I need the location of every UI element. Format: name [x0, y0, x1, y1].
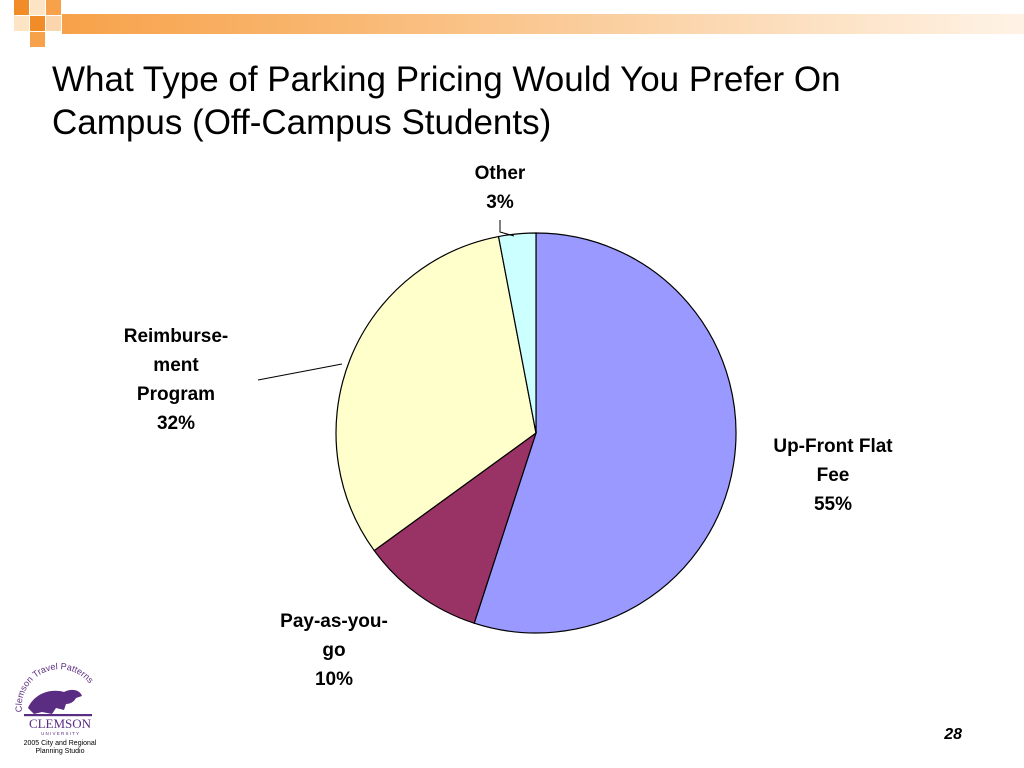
page-number: 28: [944, 726, 962, 743]
logo-sub: U N I V E R S I T Y: [41, 731, 79, 736]
slice-label-line: Up-Front Flat: [773, 436, 893, 457]
slice-label-line: Pay-as-you-: [280, 611, 388, 632]
band-square: [14, 0, 29, 15]
band-gradient: [62, 14, 1024, 34]
slice-percent-label: 3%: [486, 192, 514, 213]
slice-label-line: ment: [153, 355, 199, 376]
leader-line: [257, 363, 343, 381]
slice-label-line: Reimburse-: [124, 326, 229, 347]
pie-slice: [473, 232, 737, 634]
logo-name: CLEMSON: [29, 716, 92, 731]
leader-line: [499, 220, 515, 237]
slice-label: Up-Front Flat Fee 55%: [773, 436, 893, 515]
slice-label: Other 3%: [475, 163, 526, 213]
logo-studio-line-1: 2005 City and Regional: [24, 740, 97, 747]
slice-percent-label: 10%: [315, 669, 353, 690]
band-square: [30, 0, 45, 15]
clemson-logo: Clemson Travel Patterns CLEMSON U N I V …: [14, 661, 97, 755]
slice-percent-label: 55%: [814, 494, 852, 515]
tiger-icon: [24, 689, 92, 717]
slice-label-line: Program: [137, 384, 215, 405]
slide-title-line-1: What Type of Parking Pricing Would You P…: [52, 60, 841, 99]
pie-slice: [335, 235, 537, 552]
pie-slice: [497, 232, 537, 434]
band-square: [46, 16, 61, 31]
band-square: [30, 32, 45, 47]
slide-title: What Type of Parking Pricing Would You P…: [52, 58, 992, 144]
slice-label: Reimburse-ment Program 32%: [124, 326, 229, 434]
slide-title-line-2: Campus (Off-Campus Students): [52, 103, 552, 142]
slice-label: Pay-as-you-go 10%: [280, 611, 388, 690]
band-square: [14, 16, 29, 31]
slice-percent-label: 32%: [157, 413, 195, 434]
pie-slice: [373, 431, 538, 624]
top-decorative-band: [0, 0, 1024, 47]
logo-studio-line-2: Planning Studio: [35, 748, 84, 755]
band-square: [46, 0, 61, 15]
slice-label-line: Fee: [817, 465, 850, 486]
slice-label-line: go: [322, 640, 345, 661]
band-square: [30, 16, 45, 31]
slice-label-line: Other: [475, 163, 526, 184]
